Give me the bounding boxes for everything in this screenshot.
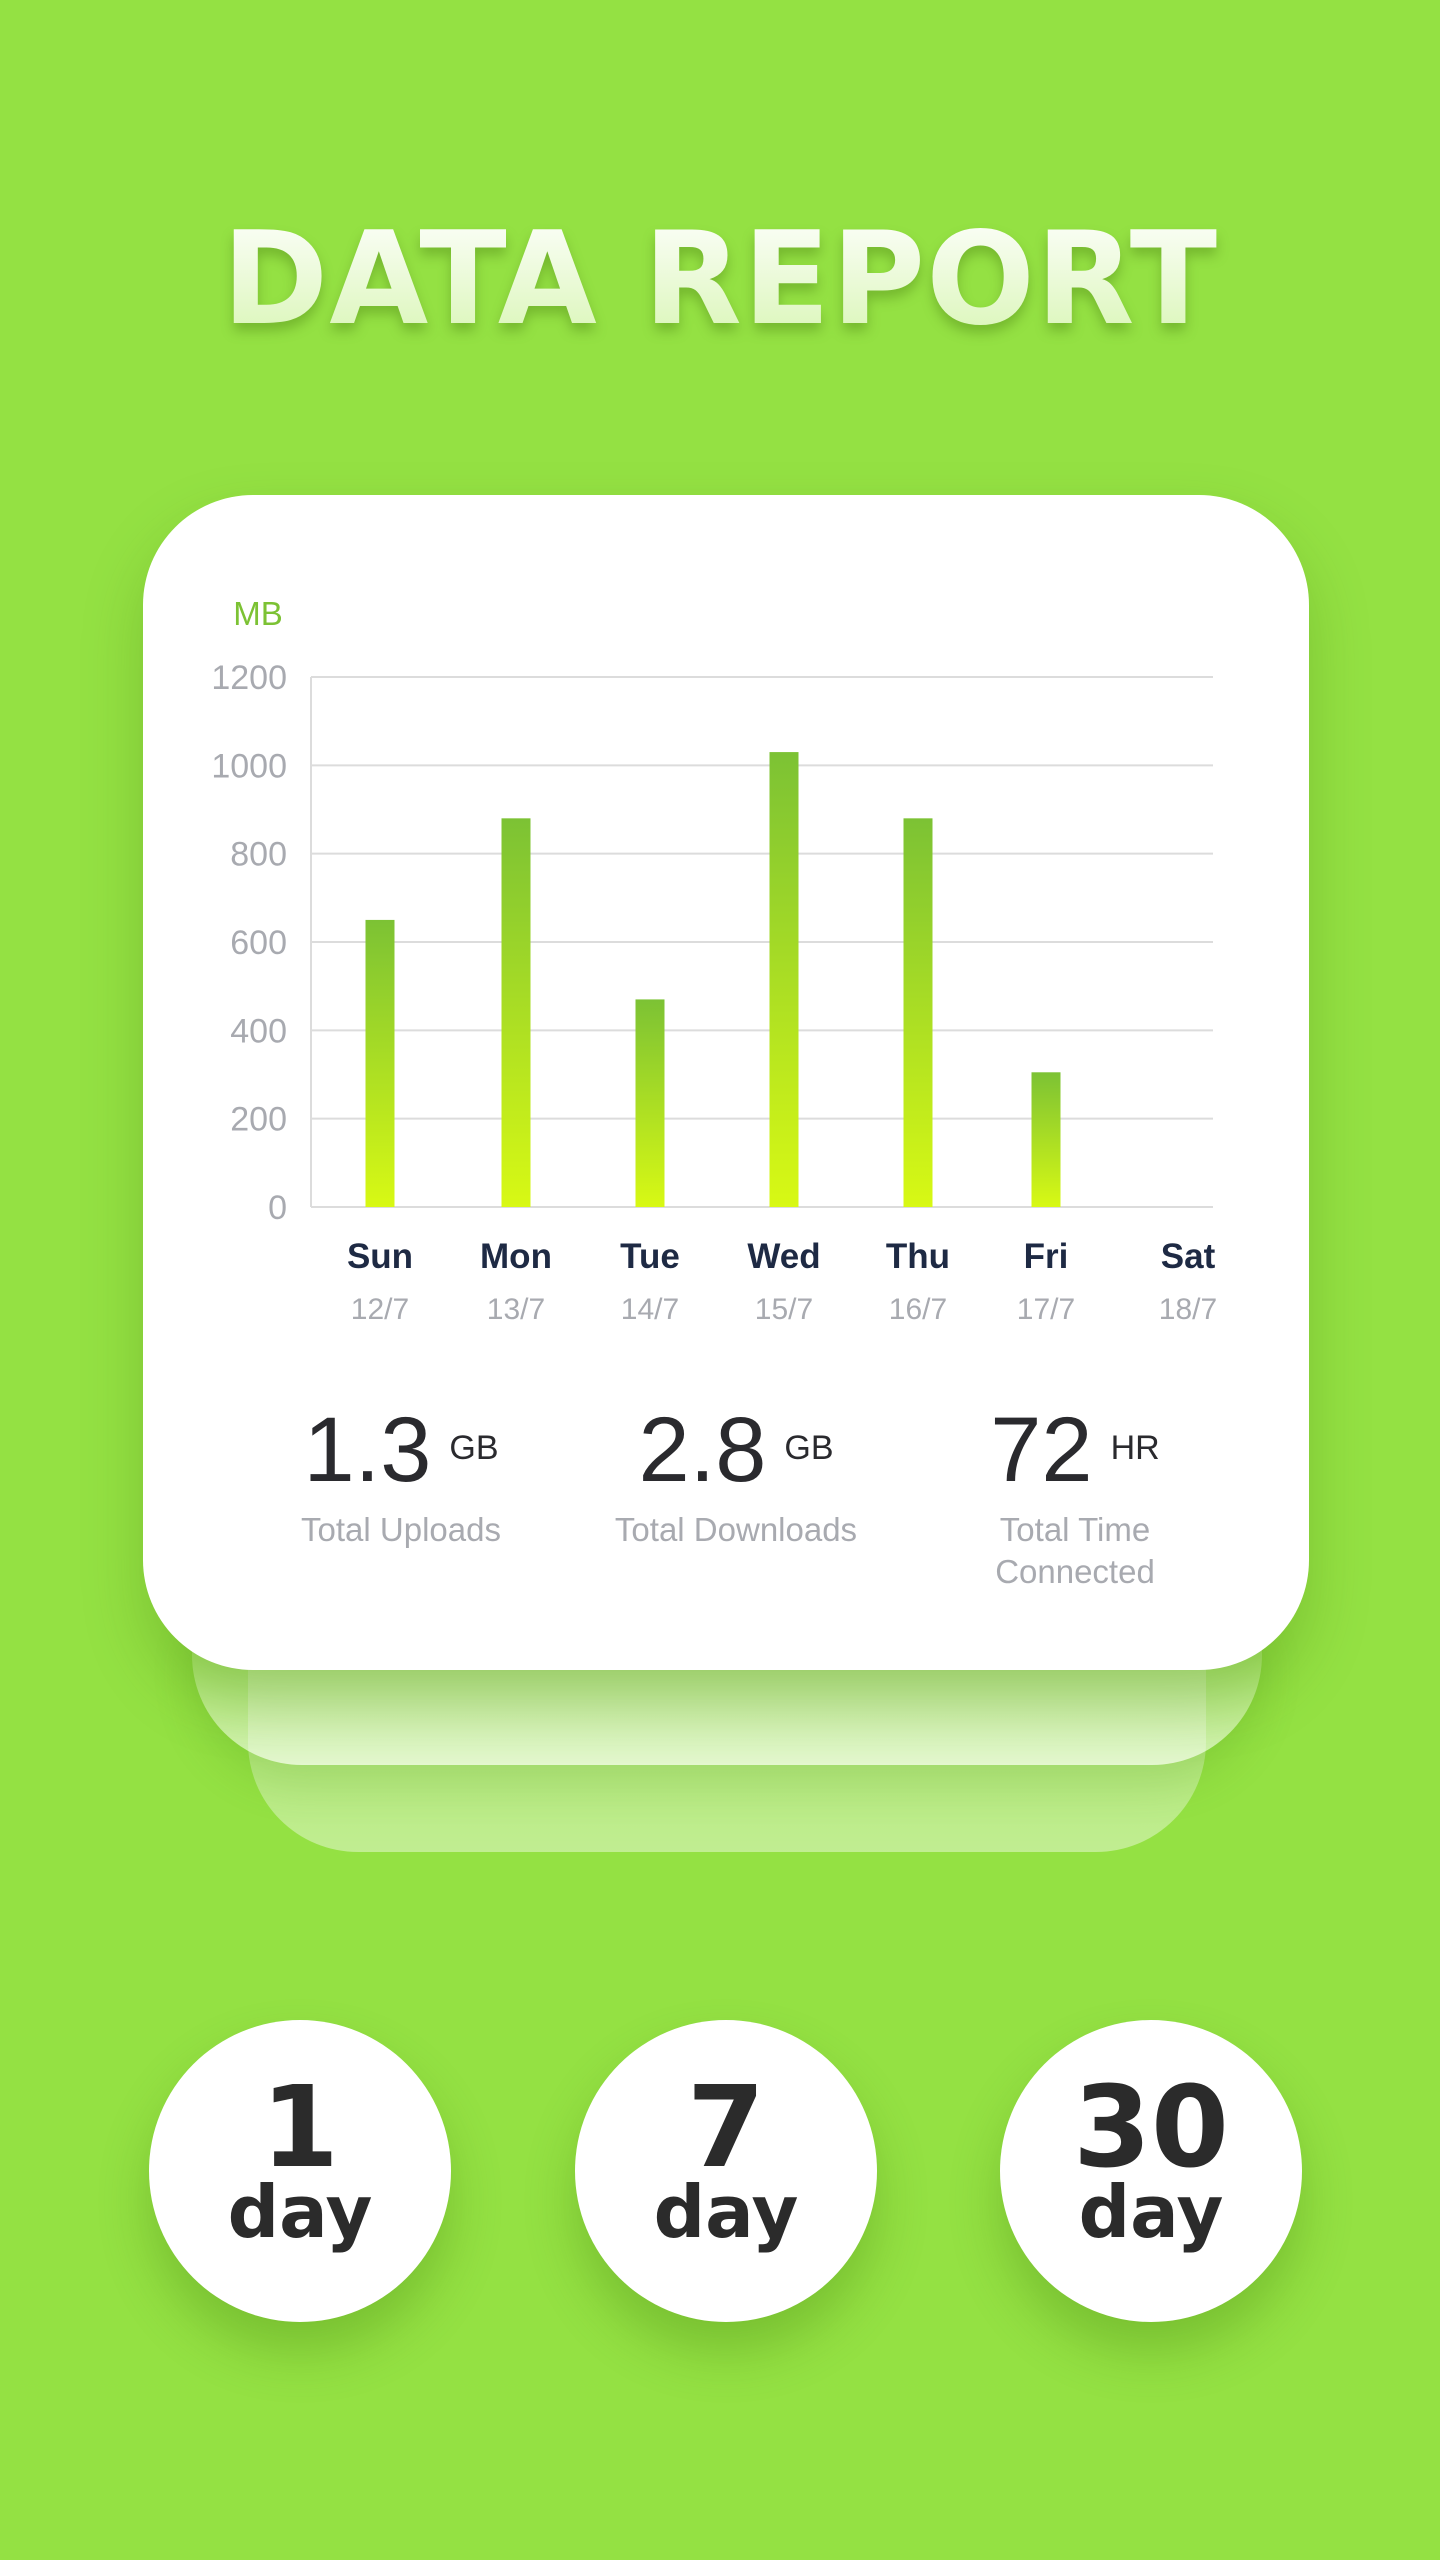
y-axis-unit-label: MB bbox=[233, 595, 283, 632]
period-button-30-day[interactable]: 30 day bbox=[1000, 2020, 1302, 2322]
x-tick-date-label: 14/7 bbox=[621, 1293, 679, 1326]
x-tick-day-label: Tue bbox=[620, 1237, 680, 1276]
report-card: MB 0 200 400 600 800 1000 1200 Sun 12/7 Mon 13/7 Tue… bbox=[143, 495, 1309, 1670]
x-tick-day-label: Sun bbox=[347, 1237, 413, 1276]
period-button-1-day[interactable]: 1 day bbox=[149, 2020, 451, 2322]
stat-label: Total Downloads bbox=[614, 1511, 858, 1548]
y-tick-label: 0 bbox=[268, 1189, 287, 1227]
bar-wed bbox=[769, 752, 799, 1207]
stat-label: Total Uploads bbox=[301, 1511, 501, 1548]
bar-mon bbox=[501, 818, 531, 1207]
x-tick-date-label: 16/7 bbox=[889, 1293, 947, 1326]
x-tick-date-label: 17/7 bbox=[1017, 1293, 1075, 1326]
bar-tue bbox=[635, 999, 665, 1207]
x-tick-day-label: Thu bbox=[886, 1237, 950, 1276]
x-tick-date-label: 18/7 bbox=[1159, 1293, 1217, 1326]
x-tick-date-label: 12/7 bbox=[351, 1293, 409, 1326]
stat-value: 72 bbox=[990, 1399, 1093, 1501]
y-tick-label: 200 bbox=[230, 1101, 287, 1139]
y-tick-label: 400 bbox=[230, 1012, 287, 1050]
x-tick-day-label: Wed bbox=[747, 1237, 820, 1276]
period-number: 30 bbox=[1073, 2063, 1229, 2193]
x-tick-day-label: Fri bbox=[1024, 1237, 1069, 1276]
stat-value: 2.8 bbox=[638, 1399, 767, 1501]
bar-fri bbox=[1031, 1072, 1061, 1207]
stat-time-connected: 72 HR Total Time Connected bbox=[950, 1395, 1200, 1593]
x-tick-date-label: 13/7 bbox=[487, 1293, 545, 1326]
stat-unit: GB bbox=[784, 1429, 834, 1467]
period-unit: day bbox=[1078, 2170, 1224, 2254]
stat-label: Total Time Connected bbox=[995, 1511, 1155, 1590]
y-tick-label: 600 bbox=[230, 924, 287, 962]
stat-value: 1.3 bbox=[303, 1399, 432, 1501]
stat-unit: HR bbox=[1110, 1429, 1160, 1467]
x-tick-day-label: Sat bbox=[1161, 1237, 1216, 1276]
bar-sun bbox=[365, 919, 395, 1207]
stat-unit: GB bbox=[449, 1429, 499, 1467]
y-tick-label: 1200 bbox=[211, 659, 287, 697]
period-button-7-day[interactable]: 7 day bbox=[575, 2020, 877, 2322]
x-tick-day-label: Mon bbox=[480, 1237, 552, 1276]
stat-uploads: 1.3 GB Total Uploads bbox=[231, 1395, 571, 1551]
usage-bar-chart: MB 0 200 400 600 800 1000 1200 Sun 12/7 Mon 13/7 Tue… bbox=[211, 595, 1217, 1326]
period-unit: day bbox=[653, 2170, 799, 2254]
period-number: 7 bbox=[687, 2063, 765, 2193]
stat-downloads: 2.8 GB Total Downloads bbox=[566, 1395, 906, 1551]
x-tick-date-label: 15/7 bbox=[755, 1293, 813, 1326]
page-title: DATA REPORT bbox=[0, 205, 1440, 355]
stats-row: 1.3 GB Total Uploads 2.8 GB Total Downlo… bbox=[143, 1395, 1309, 1645]
y-tick-label: 800 bbox=[230, 836, 287, 874]
bar-thu bbox=[903, 818, 933, 1207]
y-tick-label: 1000 bbox=[211, 747, 287, 785]
period-number: 1 bbox=[261, 2063, 339, 2193]
period-unit: day bbox=[227, 2170, 373, 2254]
